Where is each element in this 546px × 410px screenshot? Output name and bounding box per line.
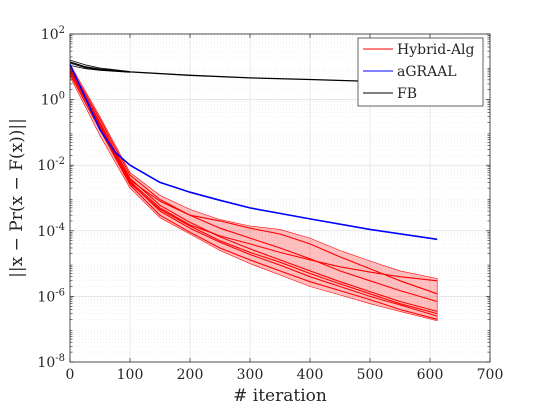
y-tick-label: 102 [41,25,65,43]
fb-line [70,61,438,84]
x-tick-label: 600 [417,367,444,383]
x-tick-label: 300 [237,367,264,383]
hybrid-alg-run-line [70,70,438,282]
axis-ticks [69,33,491,363]
series-layer [70,59,438,322]
legend-label-agraal: aGRAAL [397,64,457,80]
legend-label-fb: FB [397,86,417,102]
y-tick-labels: 10-8 10-6 10-4 10-2 100 102 [37,25,65,371]
hybrid-alg-run-line [70,69,438,295]
fb-run-line [70,59,131,72]
x-tick-label: 200 [177,367,204,383]
hybrid-alg-run-line [70,68,438,315]
x-tick-label: 0 [66,367,75,383]
x-tick-labels: 0 100 200 300 400 500 600 700 [66,367,504,383]
legend-label-hybrid-alg: Hybrid-Alg [397,42,475,58]
y-axis-label: ||x − Pr(x − F(x))|| [7,118,27,278]
x-axis-label: # iteration [233,386,327,406]
hybrid-alg-band [70,63,438,322]
fb-run-line [70,65,131,73]
y-tick-label: 10-4 [37,222,65,240]
y-tick-label: 10-2 [37,156,65,174]
x-tick-label: 100 [117,367,144,383]
hybrid-alg-run-line [70,66,438,303]
x-tick-label: 500 [357,367,384,383]
x-tick-label: 400 [297,367,324,383]
x-tick-label: 700 [477,367,504,383]
y-tick-label: 10-6 [37,287,65,305]
y-tick-label: 100 [41,91,65,109]
agraal-line [70,63,438,241]
minor-grid [70,35,490,353]
hybrid-alg-run-line [70,73,438,320]
plot-frame [69,33,491,363]
legend: Hybrid-Alg aGRAAL FB [357,37,484,107]
hybrid-alg-run-line [70,68,438,312]
y-tick-label: 10-8 [37,353,65,371]
